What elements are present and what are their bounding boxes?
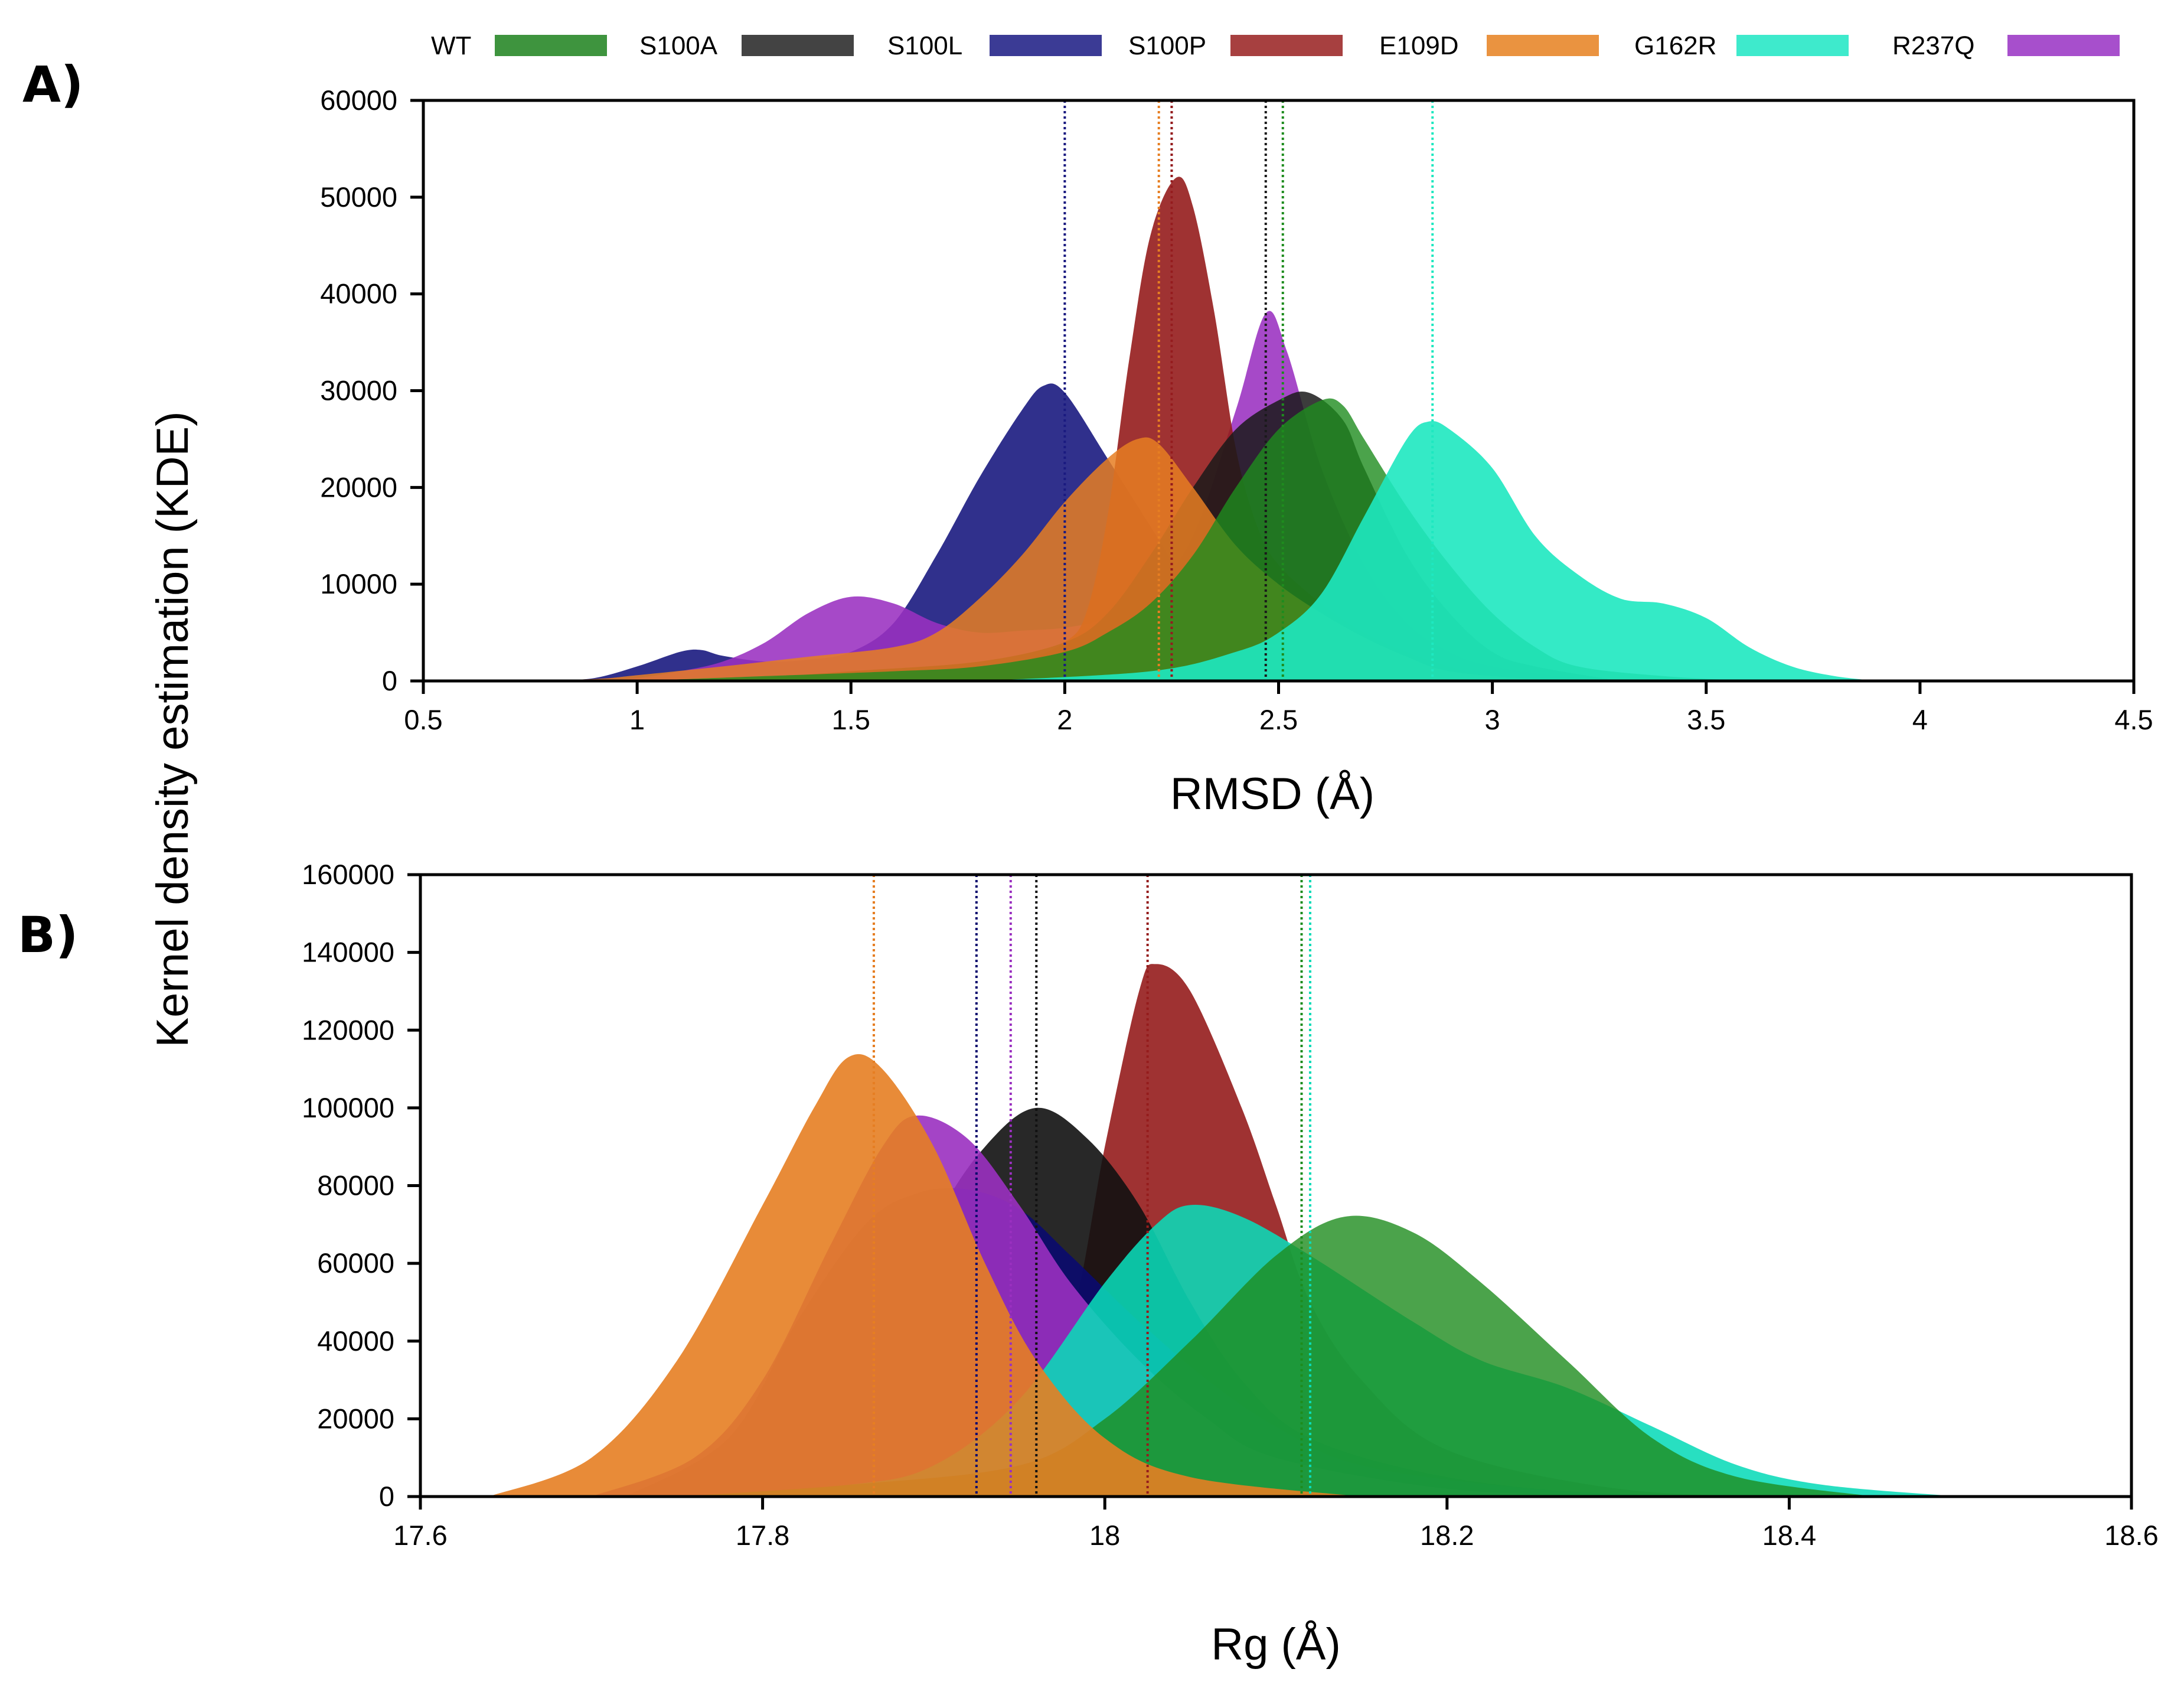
- panel-b-x-title: Rg (Å): [1211, 1619, 1341, 1670]
- legend-swatch-s100a: [742, 35, 854, 56]
- legend-swatch-g162r: [1736, 35, 1849, 56]
- legend-swatch-r237q: [2007, 35, 2120, 56]
- legend-swatch-s100l: [990, 35, 1102, 56]
- y-axis-title: Kernel density estimation (KDE): [148, 411, 198, 1047]
- panel-a-y-tick-label: 10000: [320, 568, 397, 599]
- legend-label-s100a: S100A: [639, 31, 718, 60]
- panel-b-y-tick-label: 20000: [317, 1403, 394, 1434]
- panel-a-rmsd: 0.5 1 1.5 2 2.5 3 3.5 4 4.5 0 10000 20000 30000 4000…: [320, 84, 2153, 819]
- panel-a-x-tick-label: 2: [1057, 704, 1072, 735]
- legend-label-r237q: R237Q: [1892, 31, 1974, 60]
- panel-b-y-tick-label: 40000: [317, 1325, 394, 1357]
- panel-b-x-tick-label: 18.6: [2104, 1520, 2158, 1551]
- panel-b-y-ticks: 0 20000 40000 60000 80000 100000 120000 140000 1…: [302, 859, 420, 1512]
- panel-a-x-tick-label: 1.5: [832, 704, 870, 735]
- panel-b-y-tick-label: 60000: [317, 1247, 394, 1279]
- panel-a-label: A): [22, 56, 83, 113]
- panel-b-y-tick-label: 100000: [302, 1092, 394, 1123]
- panel-a-x-tick-label: 3.5: [1687, 704, 1725, 735]
- panel-a-y-tick-label: 20000: [320, 471, 397, 503]
- panel-b-y-tick-label: 140000: [302, 937, 394, 968]
- panel-a-area-g162r: [979, 420, 1878, 681]
- panel-b-area-wt: [677, 1215, 1875, 1497]
- panel-a-y-ticks: 0 10000 20000 30000 40000 50000 60000: [320, 84, 423, 696]
- panel-a-x-tick-label: 1: [629, 704, 645, 735]
- panel-a-x-tick-label: 4.5: [2114, 704, 2153, 735]
- panel-b-x-tick-label: 18.2: [1420, 1520, 1474, 1551]
- panel-b-x-tick-label: 17.8: [736, 1520, 789, 1551]
- panel-a-y-tick-label: 50000: [320, 181, 397, 213]
- panel-b-x-tick-label: 18: [1089, 1520, 1120, 1551]
- legend-swatch-wt: [495, 35, 607, 56]
- panel-b-y-tick-label: 160000: [302, 859, 394, 890]
- panel-a-y-tick-label: 60000: [320, 84, 397, 116]
- panel-b-rg: 17.6 17.8 18 18.2 18.4 18.6 0 20000 40000 60000 8…: [302, 859, 2159, 1670]
- panel-b-y-tick-label: 120000: [302, 1014, 394, 1045]
- panel-a-y-tick-label: 0: [382, 665, 397, 696]
- legend-label-s100l: S100L: [887, 31, 962, 60]
- panel-b-areas: [488, 964, 1961, 1497]
- panel-a-areas: [508, 177, 1878, 681]
- panel-a-x-tick-label: 0.5: [404, 704, 442, 735]
- panel-a-x-tick-label: 3: [1485, 704, 1500, 735]
- panel-b-y-tick-label: 80000: [317, 1170, 394, 1201]
- panel-b-label: B): [18, 906, 78, 964]
- legend-label-g162r: G162R: [1634, 31, 1716, 60]
- panel-a-mean-lines: [1063, 100, 1434, 681]
- legend-swatch-s100p: [1230, 35, 1343, 56]
- panel-a-y-tick-label: 40000: [320, 278, 397, 309]
- panel-a-x-tick-label: 4: [1912, 704, 1928, 735]
- panel-a-x-ticks: 0.5 1 1.5 2 2.5 3 3.5 4 4.5: [404, 681, 2153, 735]
- panel-b-x-tick-label: 18.4: [1762, 1520, 1816, 1551]
- legend: WT S100A S100L S100P E109D G162R R237Q: [431, 31, 2120, 60]
- panel-b-x-ticks: 17.6 17.8 18 18.2 18.4 18.6: [393, 1497, 2159, 1551]
- legend-label-s100p: S100P: [1128, 31, 1206, 60]
- panel-b-area-e109d: [488, 1054, 1362, 1497]
- panel-a-x-title: RMSD (Å): [1170, 769, 1375, 819]
- panel-a-y-tick-label: 30000: [320, 375, 397, 406]
- legend-swatch-e109d: [1487, 35, 1599, 56]
- panel-b-y-tick-label: 0: [379, 1481, 394, 1512]
- legend-label-wt: WT: [431, 31, 471, 60]
- panel-a-x-tick-label: 2.5: [1259, 704, 1298, 735]
- legend-label-e109d: E109D: [1379, 31, 1459, 60]
- panel-b-x-tick-label: 17.6: [393, 1520, 447, 1551]
